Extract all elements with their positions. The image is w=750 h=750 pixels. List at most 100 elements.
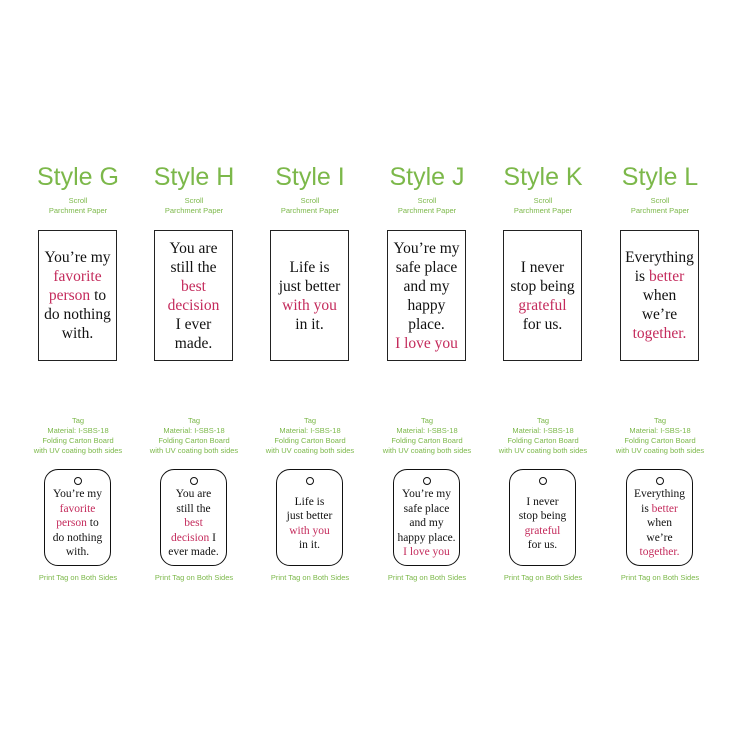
style-title: Style I [275,163,345,191]
quote-line: best [161,516,226,531]
quote-line: best [155,277,232,296]
tag-info-line: with UV coating both sides [265,446,355,455]
quote-line: I never [510,495,575,510]
quote-line: we’re [627,531,692,546]
style-title: Style L [621,163,699,191]
highlight-text: better [651,502,678,515]
quote-line: is better [621,267,698,286]
tag-hole-icon [422,477,431,485]
tag-info-line: Material: I-SBS-18 [512,426,574,435]
highlight-text: decision [167,296,220,314]
quote-line: decision I [161,531,226,546]
quote-line: with. [39,324,116,343]
print-note: Print Tag on Both Sides [503,573,583,582]
quote-line: is better [627,502,692,517]
quote-text: in it. [298,539,321,551]
tag-info-line: with UV coating both sides [615,446,705,455]
quote-line: Everything [621,248,698,267]
quote-text: Life is [294,495,325,508]
tag-info-line: with UV coating both sides [33,446,123,455]
quote-line: You’re my [39,248,116,267]
print-note: Print Tag on Both Sides [387,573,467,582]
gift-tag: Life is just better with you in it. [276,469,343,566]
tag-hole-icon [305,477,314,485]
quote-text: made. [174,334,213,352]
highlight-text: best [184,517,203,530]
quote-line: for us. [510,538,575,553]
quote-line: Life is [271,258,348,277]
style-title: Style J [389,163,465,191]
highlight-text: grateful [524,524,561,537]
quote-line: and my [388,277,465,296]
highlight-text: with you [289,524,330,537]
tag-info-line: Material: I-SBS-18 [396,426,458,435]
tag-info-line: Tag [303,416,317,425]
quote-line: stop being [510,509,575,524]
quote-text: we’re [646,531,673,544]
highlight-text: I love you [395,334,458,352]
tag-info-line: Tag [187,416,201,425]
scroll-card: You’re my safe place and my happy place. I lo… [387,230,466,361]
tag-material-info: Tag Material: I-SBS-18 Folding Carton Boar… [116,416,272,456]
highlight-text: person [56,517,87,530]
style-subtitle: Scroll Parchment Paper [602,196,718,216]
gift-tag: You’re my favorite person to do nothing with… [44,469,111,566]
tag-info-line: Folding Carton Board [158,436,230,445]
quote-text: do nothing [52,531,103,544]
quote-text: to [90,287,107,304]
scroll-card: You’re my favorite person to do nothing with… [38,230,117,361]
subtitle-line: Scroll [533,196,553,205]
quote-line: You are [161,487,226,502]
quote-line: with you [271,296,348,315]
highlight-text: best [181,277,206,295]
style-subtitle: Scroll Parchment Paper [252,196,368,216]
quote-line: made. [155,334,232,353]
quote-line: favorite [45,502,110,517]
quote-line: still the [161,502,226,517]
quote-line: just better [277,509,342,524]
tag-material-info: Tag Material: I-SBS-18 Folding Carton Boar… [582,416,738,456]
gift-tag: Everything is better when we’re together. [626,469,693,566]
quote-line: person to [39,286,116,305]
highlight-text: I love you [403,546,450,559]
quote-line: favorite [39,267,116,286]
tag-info-line: with UV coating both sides [498,446,588,455]
tag-hole-icon [73,477,82,485]
subtitle-line: Parchment Paper [280,206,340,215]
style-subtitle: Scroll Parchment Paper [369,196,485,216]
subtitle-line: Parchment Paper [630,206,690,215]
print-note: Print Tag on Both Sides [38,573,118,582]
quote-line: do nothing [39,305,116,324]
scroll-card: Everything is better when we’re together. [620,230,699,361]
quote-line: safe place [394,502,459,517]
print-note: Print Tag on Both Sides [620,573,700,582]
tag-info-line: Tag [420,416,434,425]
quote-line: Everything [627,487,692,502]
quote-text: with. [61,325,94,342]
subtitle-line: Scroll [68,196,88,205]
quote-line: together. [627,545,692,560]
quote-line: in it. [271,315,348,334]
quote-text: happy place. [397,531,456,544]
subtitle-line: Scroll [300,196,320,205]
quote-line: You’re my [45,487,110,502]
quote-text: we’re [641,306,678,323]
quote-line: together. [621,324,698,343]
tag-info-line: with UV coating both sides [149,446,239,455]
quote-text: You are [175,488,212,501]
tag-info-line: with UV coating both sides [382,446,472,455]
tag-info-line: Material: I-SBS-18 [279,426,341,435]
quote-text: to [86,517,99,530]
print-note: Print Tag on Both Sides [154,573,234,582]
quote-text: when [642,287,677,304]
quote-line: safe place [388,258,465,277]
tag-hole-icon [189,477,198,485]
print-note: Print Tag on Both Sides [270,573,350,582]
tag-material-info: Tag Material: I-SBS-18 Folding Carton Boar… [232,416,388,456]
tag-info-line: Material: I-SBS-18 [47,426,109,435]
quote-line: when [621,286,698,305]
tag-hole-icon [538,477,547,485]
quote-line: in it. [277,538,342,553]
style-subtitle: Scroll Parchment Paper [20,196,136,216]
